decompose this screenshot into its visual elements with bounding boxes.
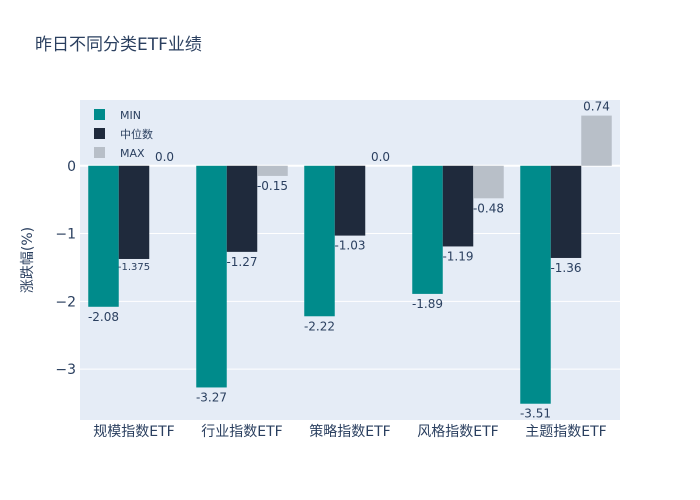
bar[interactable] — [257, 165, 288, 176]
x-tick-label: 主题指数ETF — [525, 424, 606, 440]
bar[interactable] — [118, 165, 150, 259]
legend[interactable]: MIN 中位数 MAX — [94, 109, 153, 160]
x-tick-label: 风格指数ETF — [417, 424, 498, 440]
bar[interactable] — [88, 165, 119, 307]
bar[interactable] — [473, 165, 504, 199]
bar[interactable] — [442, 165, 474, 247]
legend-swatch — [94, 147, 105, 158]
bars — [88, 115, 612, 404]
bar-value-label: -1.03 — [334, 239, 365, 253]
bar[interactable] — [196, 165, 227, 388]
chart-title: 昨日不同分类ETF业绩 — [35, 35, 202, 55]
x-tick-label: 策略指数ETF — [309, 423, 390, 440]
bar[interactable] — [304, 165, 335, 317]
bar-value-label: -0.15 — [257, 179, 288, 193]
y-tick-label: −3 — [55, 362, 76, 378]
y-tick-label: −2 — [55, 294, 76, 310]
x-tick-label: 规模指数ETF — [93, 424, 174, 440]
bar-value-label: -3.27 — [196, 390, 227, 404]
x-tick-label: 行业指数ETF — [201, 424, 282, 440]
bar-value-label: 0.0 — [155, 150, 174, 164]
y-axis-label: 涨跌幅(%) — [20, 227, 36, 293]
x-axis-ticks: 规模指数ETF 行业指数ETF 策略指数ETF 风格指数ETF 主题指数ETF — [93, 423, 606, 440]
data-labels: -2.08 -1.375 0.0 -3.27 -1.27 -0.15 -2.22 -1.03 0… — [88, 100, 610, 421]
legend-label: MIN — [120, 109, 141, 122]
legend-swatch — [94, 109, 105, 120]
bar-value-label: -1.89 — [412, 297, 443, 311]
bar[interactable] — [550, 165, 582, 258]
bar-value-label: -1.36 — [550, 261, 581, 275]
bar-value-label: -2.22 — [304, 319, 335, 333]
bar-value-label: -0.48 — [473, 201, 504, 215]
bar[interactable] — [412, 165, 443, 294]
legend-label: MAX — [120, 147, 145, 160]
bar-value-label: -1.27 — [226, 255, 257, 269]
bar-value-label: -2.08 — [88, 310, 119, 324]
bar[interactable] — [520, 165, 551, 404]
y-tick-label: −1 — [55, 227, 76, 243]
legend-swatch — [94, 128, 105, 139]
bar[interactable] — [334, 165, 366, 236]
bar-value-label: -1.375 — [118, 262, 150, 273]
y-tick-label: 0 — [67, 159, 76, 175]
bar-value-label: -1.19 — [442, 249, 473, 263]
bar[interactable] — [226, 165, 258, 252]
bar-value-label: 0.74 — [583, 100, 610, 114]
bar-value-label: -3.51 — [520, 407, 551, 421]
bar[interactable] — [581, 115, 612, 166]
bar-value-label: 0.0 — [371, 150, 390, 164]
legend-label: 中位数 — [120, 127, 153, 141]
y-axis-ticks: 0 −1 −2 −3 — [55, 159, 76, 378]
